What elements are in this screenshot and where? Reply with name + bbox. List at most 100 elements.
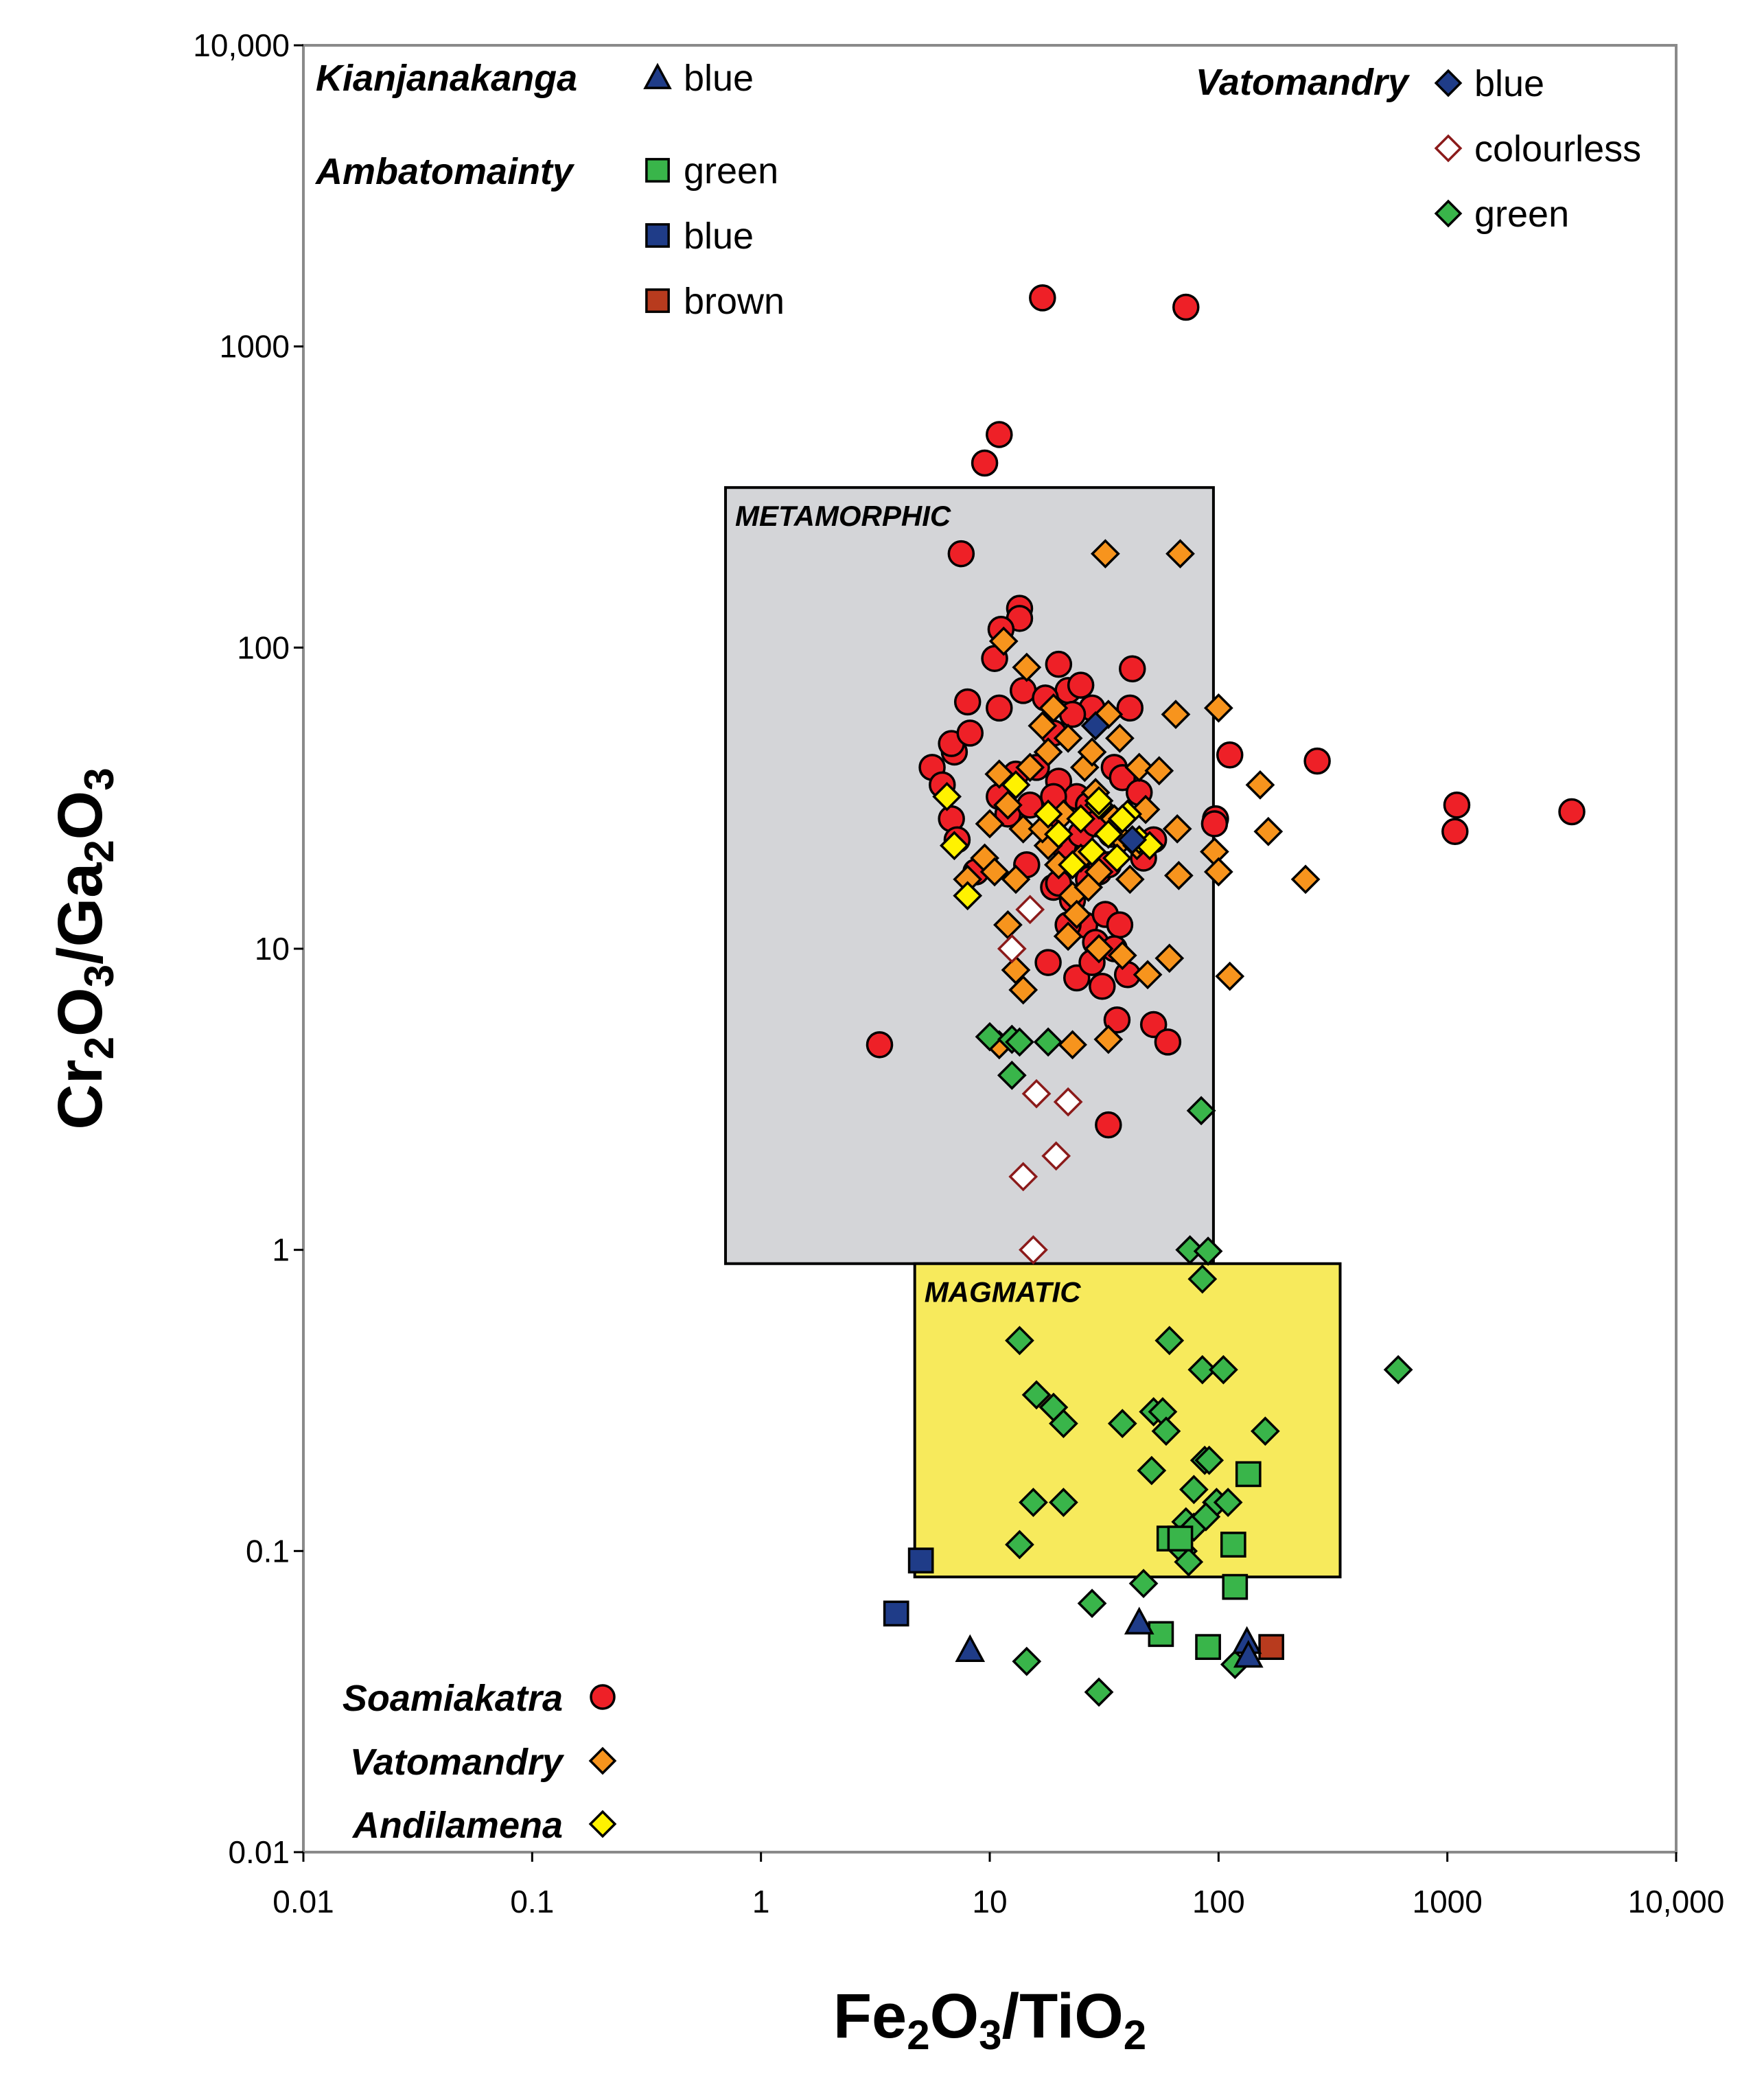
legend-soamiakatra-marker — [590, 1684, 616, 1710]
data-point — [1093, 819, 1124, 849]
data-point — [986, 421, 1013, 448]
data-point — [1095, 1111, 1122, 1139]
data-point — [1116, 694, 1144, 722]
data-point — [1383, 1354, 1413, 1385]
series-vatomandry_colourless — [997, 894, 1083, 1265]
data-point — [1033, 1027, 1063, 1057]
data-point — [1033, 799, 1063, 829]
y-tick-label: 10,000 — [193, 27, 290, 63]
data-point — [1118, 655, 1146, 683]
legend-vatomandry-blue-label: blue — [1474, 63, 1544, 104]
y-tick-label: 0.1 — [246, 1533, 290, 1569]
data-point — [939, 831, 969, 861]
data-point — [1441, 818, 1469, 846]
data-point — [997, 1060, 1027, 1090]
legend-kianjanakanga-blue-marker — [643, 62, 672, 89]
legend-title-vatomandry-bottom: Vatomandry — [350, 1742, 565, 1783]
data-point — [1001, 864, 1031, 894]
data-point — [979, 857, 1010, 887]
series-ambatomainty_brown — [1258, 1634, 1284, 1661]
data-point — [986, 694, 1013, 722]
data-point — [1154, 1326, 1185, 1356]
data-point — [1151, 1416, 1181, 1446]
data-point — [1250, 1416, 1280, 1446]
data-point — [1186, 1096, 1216, 1126]
series-kianjanakanga_blue — [955, 1606, 1264, 1668]
data-point — [1200, 810, 1229, 838]
data-point — [1080, 711, 1111, 741]
legend-title-andilamena: Andilamena — [351, 1805, 563, 1846]
data-point — [1058, 1030, 1087, 1060]
data-point — [1194, 1445, 1225, 1475]
data-point — [1103, 1006, 1131, 1034]
data-point — [1084, 857, 1114, 887]
data-point — [1154, 1028, 1182, 1056]
data-point — [1162, 814, 1192, 844]
data-point — [953, 881, 983, 911]
data-point — [1124, 1606, 1154, 1635]
data-point — [1091, 539, 1120, 568]
legend-vatomandry-colourless-label: colourless — [1474, 128, 1641, 170]
data-point — [971, 449, 999, 477]
data-point — [1066, 804, 1096, 834]
data-point — [1033, 737, 1063, 767]
data-point — [1106, 911, 1134, 939]
data-point — [1163, 861, 1194, 890]
y-tick-label: 1 — [272, 1232, 290, 1268]
data-point — [1053, 1087, 1083, 1117]
x-tick-label: 10,000 — [1628, 1884, 1725, 1919]
data-point — [1167, 1525, 1194, 1552]
data-point — [1233, 1639, 1264, 1668]
data-point — [1290, 864, 1321, 894]
data-point — [1154, 943, 1185, 973]
data-point — [1220, 1532, 1246, 1558]
legend-ambatomainty-green-label: green — [684, 150, 778, 192]
data-point — [1203, 857, 1233, 887]
data-point — [953, 688, 982, 716]
data-point — [1058, 850, 1087, 880]
data-point — [1049, 1488, 1078, 1517]
legend-ambatomainty-blue-label: blue — [684, 216, 754, 257]
data-point — [866, 1031, 894, 1059]
data-point — [1107, 804, 1137, 834]
data-point — [1084, 1677, 1114, 1707]
data-point — [1053, 724, 1083, 753]
data-point — [1028, 711, 1058, 741]
legend-ambatomainty-brown-label: brown — [684, 281, 785, 322]
legend-vatomandry-green-marker — [1434, 199, 1463, 228]
data-point — [883, 1600, 909, 1627]
series-vatomandry — [953, 539, 1321, 1060]
legend-title-soamiakatra: Soamiakatra — [343, 1678, 563, 1719]
series-ambatomainty_blue — [883, 1547, 934, 1627]
data-point — [1084, 786, 1114, 816]
data-point — [1001, 770, 1031, 800]
data-point — [1038, 693, 1069, 723]
data-point — [1191, 1501, 1221, 1532]
data-point — [1067, 671, 1095, 699]
x-tick-label: 0.1 — [510, 1884, 554, 1919]
data-point — [1124, 752, 1154, 783]
data-point — [1008, 1162, 1038, 1192]
data-point — [1303, 747, 1331, 775]
data-point — [984, 759, 1014, 789]
data-point — [1115, 864, 1145, 894]
data-point — [975, 1021, 1005, 1052]
data-point — [1005, 1326, 1034, 1356]
data-point — [956, 719, 984, 747]
data-point — [1021, 1078, 1052, 1109]
data-point — [1195, 1634, 1221, 1661]
data-point — [1034, 949, 1062, 976]
data-point — [1005, 1529, 1034, 1560]
legend-title-vatomandry-top: Vatomandry — [1196, 62, 1411, 103]
data-point — [1128, 1569, 1159, 1599]
legend-ambatomainty-blue-marker — [645, 223, 670, 248]
data-point — [1077, 737, 1107, 767]
data-point — [1144, 756, 1174, 786]
x-tick-label: 1000 — [1412, 1884, 1482, 1919]
data-point — [1117, 824, 1148, 855]
y-tick-label: 1000 — [220, 329, 290, 365]
data-point — [1187, 1264, 1218, 1294]
data-point — [993, 790, 1023, 820]
data-point — [1077, 1589, 1107, 1619]
data-point — [947, 540, 975, 568]
